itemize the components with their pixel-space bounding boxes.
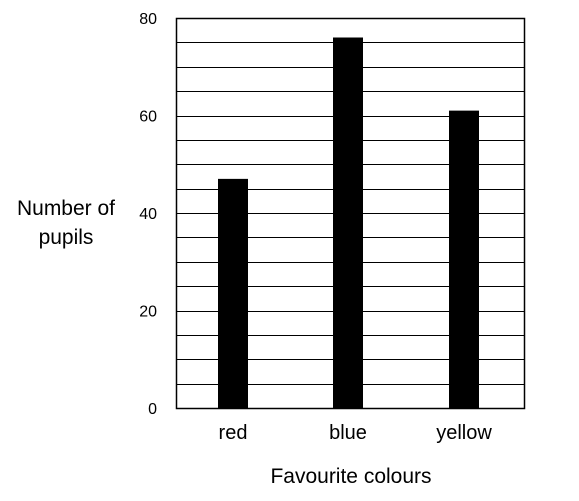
x-tick-labels: red blue yellow [219, 422, 493, 444]
y-tick-label: 40 [139, 206, 157, 223]
y-tick-label: 20 [139, 304, 157, 321]
x-tick-label: yellow [436, 422, 492, 444]
bar-blue [333, 37, 363, 408]
bar-red [218, 178, 248, 408]
y-axis-title-line-1: Number of [17, 197, 115, 220]
plot-frame [175, 17, 526, 410]
y-tick-label: 60 [139, 109, 157, 126]
x-tick-label: red [219, 422, 248, 444]
x-tick-label: blue [329, 422, 367, 444]
y-axis-title-line-2: pupils [39, 226, 94, 249]
y-tick-label: 0 [148, 401, 157, 418]
y-tick-labels: 0 20 40 60 80 [139, 11, 157, 418]
y-tick-label: 80 [139, 11, 157, 28]
plot-border [175, 17, 526, 410]
bar-yellow [449, 110, 479, 408]
x-axis-title: Favourite colours [270, 465, 431, 488]
bars [218, 37, 479, 408]
